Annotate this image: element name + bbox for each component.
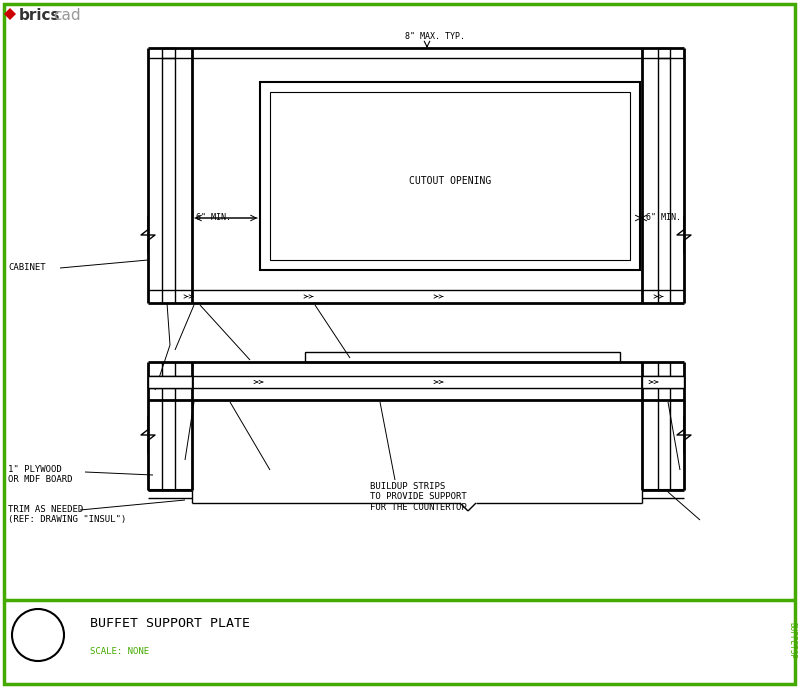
Text: cad: cad [53, 8, 81, 23]
Bar [642, 376, 684, 388]
Text: BUILDUP STRIPS
TO PROVIDE SUPPORT
FOR THE COUNTERTOP: BUILDUP STRIPS TO PROVIDE SUPPORT FOR TH… [370, 482, 466, 512]
Text: BUFFETSP: BUFFETSP [787, 621, 797, 658]
Bar [305, 352, 620, 362]
Polygon shape [10, 8, 16, 14]
Bar [148, 376, 192, 388]
Bar [260, 82, 640, 270]
Text: CUTOUT OPENING: CUTOUT OPENING [409, 176, 491, 186]
Text: 1" PLYWOOD
OR MDF BOARD: 1" PLYWOOD OR MDF BOARD [8, 465, 73, 484]
Text: CABINET: CABINET [8, 264, 46, 272]
Text: 6" MIN.: 6" MIN. [196, 213, 231, 222]
Text: BUFFET SUPPORT PLATE: BUFFET SUPPORT PLATE [90, 617, 250, 630]
Polygon shape [4, 8, 16, 20]
Text: 8" MAX. TYP.: 8" MAX. TYP. [405, 32, 465, 41]
Text: brics: brics [19, 8, 61, 23]
Text: SCALE: NONE: SCALE: NONE [90, 647, 149, 656]
Bar [270, 92, 630, 260]
Text: 6" MIN.: 6" MIN. [646, 213, 681, 222]
Polygon shape [4, 14, 10, 20]
Text: TRIM AS NEEDED
(REF: DRAWING "INSUL"): TRIM AS NEEDED (REF: DRAWING "INSUL") [8, 505, 126, 524]
